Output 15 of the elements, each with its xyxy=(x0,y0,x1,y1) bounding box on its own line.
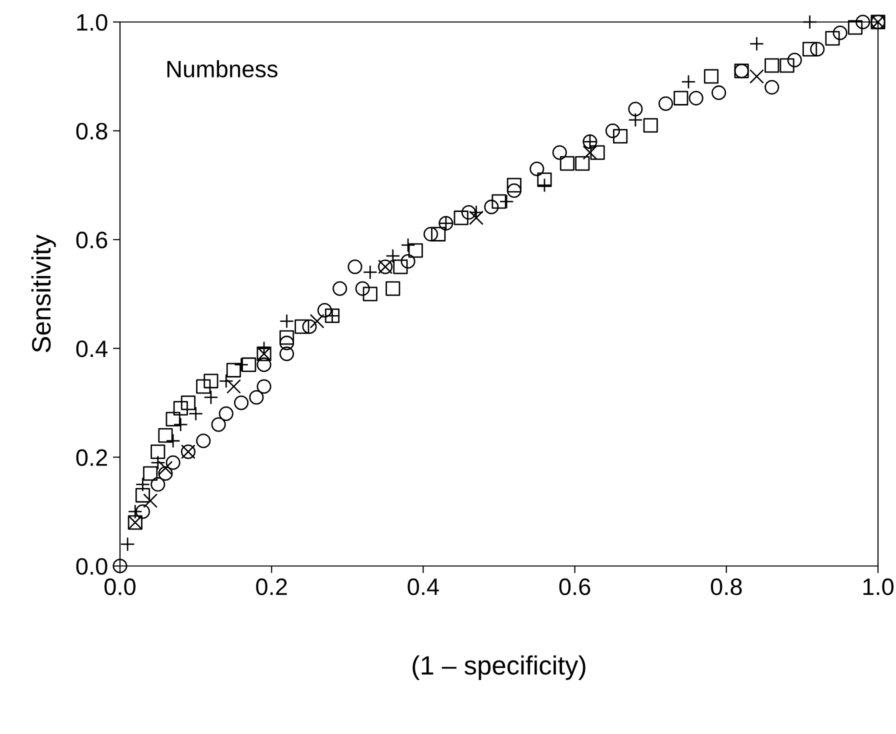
x-tick-label: 1.0 xyxy=(863,578,894,596)
x-tick-label: 0.4 xyxy=(408,578,439,596)
x-tick-label: 0.2 xyxy=(256,578,287,596)
annotation: Numbness xyxy=(167,60,278,78)
x-tick-label: 0.8 xyxy=(710,578,742,596)
y-axis-title: Sensitivity xyxy=(31,234,56,352)
y-tick-label: 0.6 xyxy=(76,232,108,248)
x-tick-label: 0.6 xyxy=(559,578,590,596)
x-axis-title: (1 – specificity) xyxy=(412,655,586,680)
y-tick-label: 0.4 xyxy=(76,340,108,358)
y-tick-label: 0.0 xyxy=(76,558,108,575)
x-tick-label: 0.0 xyxy=(104,578,136,596)
y-tick-label: 1.0 xyxy=(77,14,108,31)
y-tick-label: 0.8 xyxy=(76,122,108,140)
y-tick-label: 0.2 xyxy=(76,449,108,466)
